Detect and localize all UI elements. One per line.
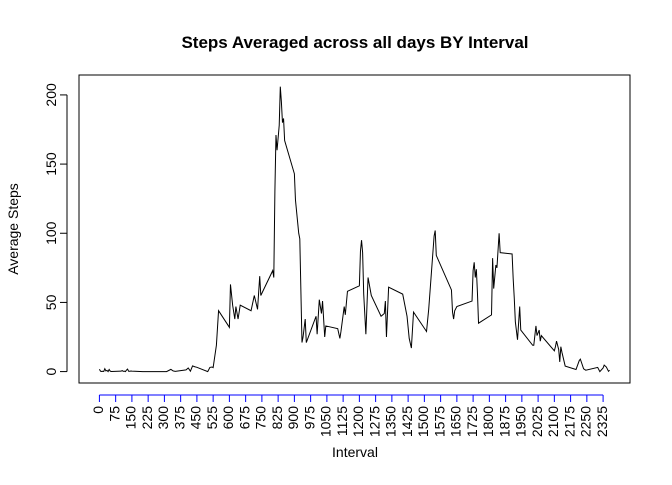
x-tick-label: 1650 xyxy=(448,406,464,437)
x-tick-label: 0 xyxy=(90,406,106,414)
x-tick-label: 600 xyxy=(220,406,236,430)
x-tick-label: 2175 xyxy=(561,406,577,437)
x-tick-label: 150 xyxy=(123,406,139,430)
x-tick-label: 450 xyxy=(188,406,204,430)
x-tick-label: 2025 xyxy=(529,406,545,437)
x-tick-label: 1275 xyxy=(366,406,382,437)
y-tick-label: 50 xyxy=(43,294,59,310)
x-tick-label: 1125 xyxy=(334,406,350,436)
x-tick-label: 1500 xyxy=(415,406,431,437)
x-tick-label: 1050 xyxy=(318,406,334,437)
x-tick-label: 675 xyxy=(236,406,252,430)
y-tick-label: 100 xyxy=(43,221,59,245)
x-tick-label: 1425 xyxy=(399,406,415,437)
x-tick-label: 975 xyxy=(301,406,317,430)
x-tick-label: 300 xyxy=(155,406,171,430)
x-tick-label: 2250 xyxy=(578,406,594,437)
plot-box xyxy=(78,74,631,384)
x-tick-label: 750 xyxy=(253,406,269,430)
y-tick-label: 0 xyxy=(43,367,59,375)
x-tick-label: 1350 xyxy=(383,406,399,437)
y-tick-label: 200 xyxy=(43,83,59,107)
x-tick-label: 225 xyxy=(139,406,155,430)
x-axis-title: Interval xyxy=(332,444,378,460)
x-tick-label: 1800 xyxy=(480,406,496,437)
x-tick-label: 900 xyxy=(285,406,301,430)
x-tick-label: 1200 xyxy=(350,406,366,437)
x-tick-label: 1950 xyxy=(513,406,529,437)
x-tick-label: 2325 xyxy=(594,406,610,437)
y-axis-title: Average Steps xyxy=(5,183,21,275)
x-tick-label: 1875 xyxy=(496,406,512,437)
x-tick-label: 825 xyxy=(269,406,285,430)
x-tick-label: 1725 xyxy=(464,406,480,437)
data-line xyxy=(98,86,610,373)
x-tick-label: 1575 xyxy=(431,406,447,437)
x-tick-label: 375 xyxy=(171,406,187,430)
chart-title: Steps Averaged across all days BY Interv… xyxy=(181,33,528,52)
y-tick-label: 150 xyxy=(43,152,59,176)
x-tick-label: 75 xyxy=(106,406,122,422)
x-tick-label: 525 xyxy=(204,406,220,430)
x-tick-label: 2100 xyxy=(545,406,561,437)
